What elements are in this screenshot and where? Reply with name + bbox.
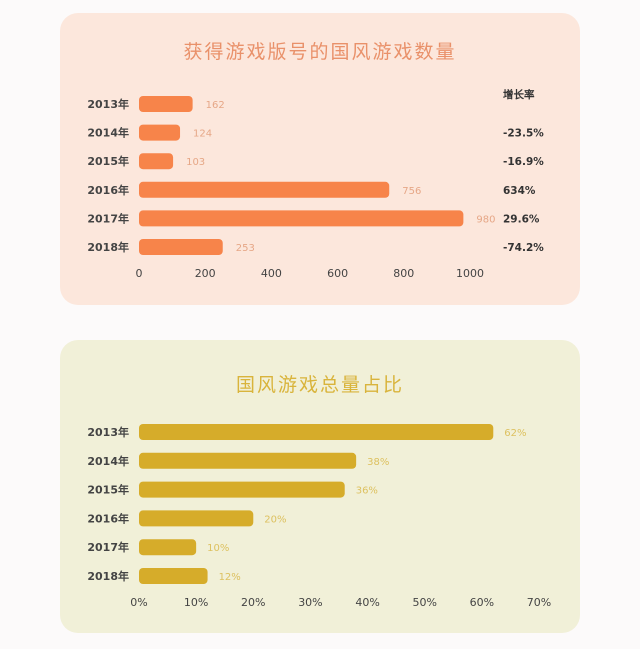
growth-rate-value: -74.2% [503,242,544,254]
data-label: 124 [193,129,212,140]
x-tick-label: 800 [393,267,414,280]
x-tick-label: 20% [241,596,265,609]
bar [139,424,494,440]
x-tick-label: 1000 [456,267,484,280]
x-tick-label: 0% [130,596,147,609]
data-label: 10% [207,543,229,554]
growth-rate-header: 增长率 [503,88,535,101]
data-label: 36% [356,486,378,497]
data-label: 12% [219,572,241,583]
chart-title: 国风游戏总量占比 [235,374,404,396]
y-tick-label: 2014年 [87,454,129,468]
growth-rate-value: -23.5% [503,128,544,140]
data-label: 756 [402,186,421,197]
y-tick-label: 2016年 [87,183,129,197]
y-tick-label: 2018年 [87,569,129,583]
bar [139,96,193,112]
bar [139,210,464,227]
bar-chart-share: 2013年 62% 2014年 38% 2015年 36% 2016年 20% 2017年 10%… [87,424,551,609]
bar [139,452,357,469]
growth-rate-value: 634% [503,185,536,197]
x-tick-label: 70% [527,596,551,609]
bar [139,239,223,255]
bar [139,510,254,527]
growth-rate-value: -16.9% [503,156,544,168]
x-tick-label: 600 [327,267,348,280]
x-tick-label: 400 [261,267,282,280]
data-label: 20% [264,514,286,525]
data-label: 162 [206,100,225,111]
y-tick-label: 2015年 [87,483,129,497]
chart-card-game-licenses: 获得游戏版号的国风游戏数量 2013年 162 2014年 124 -23.5% 2015… [60,13,580,305]
bar [139,481,345,498]
y-tick-label: 2016年 [87,511,129,525]
data-label: 253 [236,243,255,254]
data-label: 62% [504,428,526,439]
x-tick-label: 30% [298,596,322,609]
x-tick-label: 60% [470,596,494,609]
y-tick-label: 2013年 [87,97,129,111]
bar [139,568,208,584]
y-tick-label: 2014年 [87,126,129,140]
bar [139,124,181,141]
data-label: 103 [186,157,205,168]
x-tick-label: 200 [195,267,216,280]
x-tick-label: 10% [184,596,208,609]
x-tick-label: 40% [355,596,379,609]
growth-rate-value: 29.6% [503,213,540,225]
data-label: 38% [367,457,389,468]
bar [139,539,197,556]
y-tick-label: 2017年 [87,540,129,554]
bar-chart-licenses: 2013年 162 2014年 124 -23.5% 2015年 103 -16.9% 2016… [87,88,544,280]
y-tick-label: 2018年 [87,240,129,254]
x-tick-label: 50% [412,596,436,609]
data-label: 980 [476,214,495,225]
x-tick-label: 0 [136,267,143,280]
chart-card-share: 国风游戏总量占比 2013年 62% 2014年 38% 2015年 36% 2016年 20… [60,340,580,633]
bar [139,181,390,198]
chart-title: 获得游戏版号的国风游戏数量 [183,41,457,63]
bar [139,153,174,170]
y-tick-label: 2015年 [87,154,129,168]
y-tick-label: 2017年 [87,211,129,225]
y-tick-label: 2013年 [87,425,129,439]
